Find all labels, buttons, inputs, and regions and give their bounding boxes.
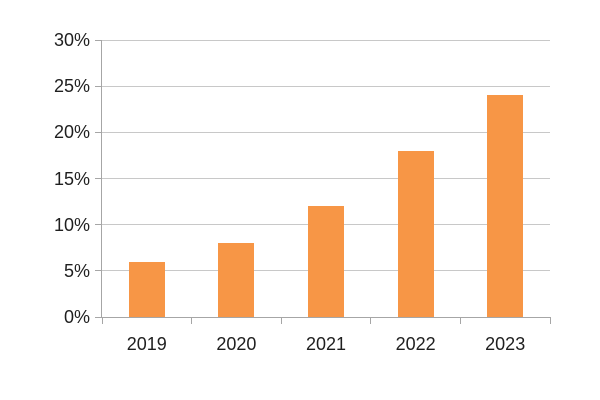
- y-axis-tick: [95, 85, 101, 87]
- plot-area: [95, 39, 551, 324]
- bar-2021: [308, 206, 344, 317]
- x-axis-tick: [191, 318, 193, 324]
- y-axis-tick: [95, 178, 101, 179]
- bar-2020: [218, 243, 255, 317]
- x-axis-tick: [101, 318, 103, 324]
- x-axis-tick: [370, 318, 372, 324]
- y-axis-label: 15%: [53, 168, 90, 189]
- x-axis-label: 2023: [485, 334, 526, 354]
- y-axis-label: 10%: [53, 214, 90, 235]
- y-axis-tick: [95, 316, 101, 318]
- bar-2019: [128, 261, 165, 317]
- y-axis-label: 0%: [63, 307, 90, 327]
- x-axis-label: 2020: [216, 334, 257, 354]
- x-axis-label: 2022: [395, 334, 436, 354]
- x-axis-tick: [459, 318, 461, 324]
- y-axis-line: [101, 40, 102, 318]
- bar-2022: [397, 150, 434, 317]
- y-axis-label: 20%: [53, 122, 90, 143]
- x-axis-tick: [280, 318, 282, 324]
- x-axis-label: 2019: [126, 334, 167, 354]
- y-gridline: [102, 85, 550, 87]
- x-axis-line: [101, 317, 551, 318]
- y-axis-label: 25%: [53, 76, 90, 97]
- x-axis-label: 2021: [305, 334, 346, 354]
- y-gridline: [102, 39, 550, 41]
- y-axis-tick: [95, 131, 101, 133]
- y-axis-tick: [95, 39, 101, 41]
- x-axis-tick: [549, 318, 551, 324]
- y-axis-label: 5%: [63, 260, 90, 281]
- y-axis-tick: [95, 224, 101, 226]
- bar-2023: [487, 95, 524, 317]
- y-gridline: [102, 178, 550, 179]
- y-gridline: [102, 131, 550, 133]
- y-axis-tick: [95, 270, 101, 272]
- y-axis-label: 30%: [53, 30, 90, 50]
